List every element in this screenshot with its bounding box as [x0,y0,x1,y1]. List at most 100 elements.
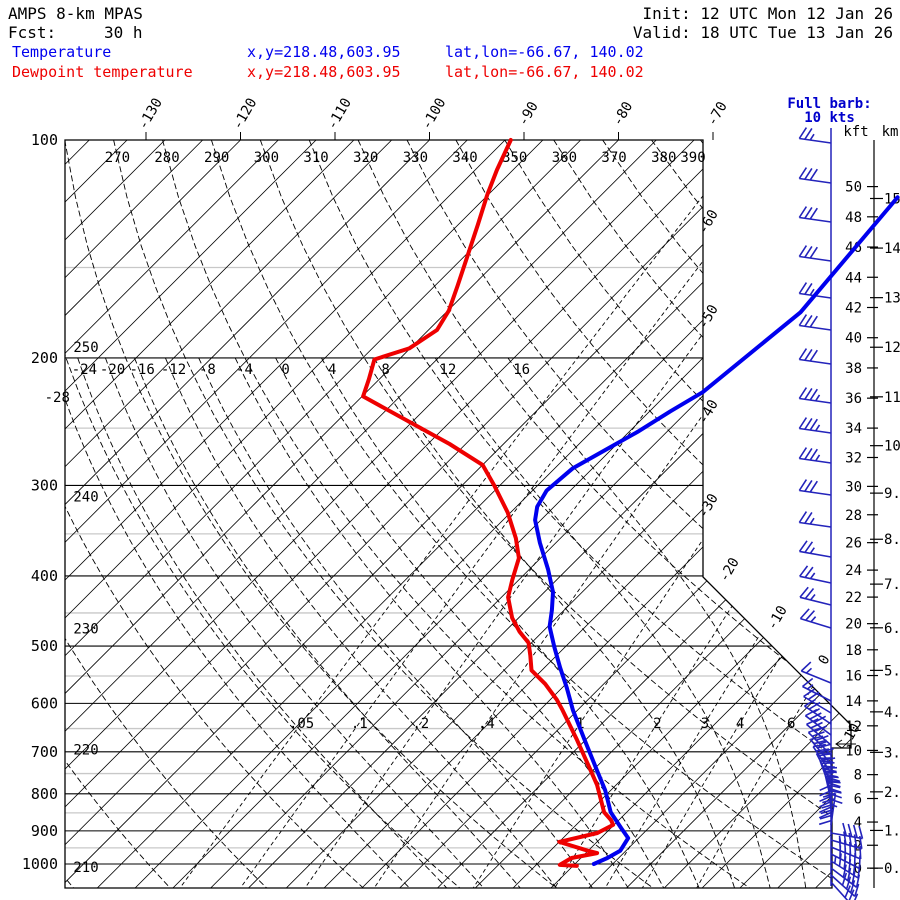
svg-text:-40: -40 [695,397,722,427]
svg-text:330: 330 [403,150,428,166]
svg-text:8: 8 [854,768,862,784]
svg-text:42: 42 [845,300,862,316]
svg-text:14: 14 [845,694,862,710]
temperature-grid-xy: x,y=218.48,603.95 [247,43,401,61]
svg-text:0.: 0. [884,861,900,877]
mixing-ratio-lines [179,140,851,888]
svg-text:10: 10 [841,721,863,744]
fcst-label: Fcst: [8,23,57,42]
svg-text:50: 50 [845,180,862,196]
temperature-curve [533,195,900,866]
svg-text:40: 40 [845,331,862,347]
wind-barbs [798,127,864,900]
svg-text:4: 4 [854,815,862,831]
svg-text:4: 4 [328,362,336,378]
svg-text:7.: 7. [884,577,900,593]
svg-text:10: 10 [845,743,862,759]
model-title: AMPS 8-km MPAS [8,4,143,23]
svg-text:km: km [882,124,899,140]
svg-text:32: 32 [845,450,862,466]
svg-text:4.: 4. [884,705,900,721]
svg-text:-90: -90 [515,99,542,129]
svg-text:250: 250 [73,340,98,356]
svg-text:230: 230 [73,622,98,638]
svg-text:.2: .2 [412,716,429,732]
svg-text:700: 700 [31,743,58,761]
dewpoint-grid-xy: x,y=218.48,603.95 [247,63,401,81]
svg-text:12.: 12. [884,340,900,356]
svg-text:3: 3 [701,716,709,732]
svg-text:240: 240 [73,490,98,506]
dewpoint-latlon: lat,lon=-66.67, 140.02 [445,63,644,81]
svg-text:1.: 1. [884,823,900,839]
dewpoint-curve [361,138,616,868]
svg-text:350: 350 [502,150,527,166]
init-time: Init: 12 UTC Mon 12 Jan 26 [642,4,893,23]
height-axis: kft km02468101214161820222426283032343638… [843,124,900,888]
svg-text:9.: 9. [884,486,900,502]
svg-text:4: 4 [736,716,744,732]
svg-text:16: 16 [513,362,530,378]
svg-text:14.: 14. [884,241,900,257]
svg-text:340: 340 [452,150,477,166]
svg-text:3.: 3. [884,745,900,761]
temperature-latlon: lat,lon=-66.67, 140.02 [445,43,644,61]
svg-text:-110: -110 [324,95,355,132]
svg-text:24: 24 [845,563,862,579]
svg-text:48: 48 [845,210,862,226]
svg-text:22: 22 [845,590,862,606]
svg-text:2: 2 [653,716,661,732]
svg-text:0: 0 [854,861,862,877]
barb-legend-line1: Full barb: [787,96,872,112]
svg-text:-20: -20 [716,555,743,585]
svg-text:-60: -60 [695,207,722,237]
svg-text:0: 0 [281,362,289,378]
svg-text:210: 210 [73,860,98,876]
svg-text:900: 900 [31,822,58,840]
svg-text:220: 220 [73,743,98,759]
valid-time: Valid: 18 UTC Tue 13 Jan 26 [632,23,893,42]
svg-text:-8: -8 [199,362,216,378]
svg-text:5.: 5. [884,663,900,679]
svg-text:.4: .4 [478,716,495,732]
svg-text:290: 290 [204,150,229,166]
svg-text:-80: -80 [610,99,637,129]
plot-frame [64,139,856,889]
svg-text:.05: .05 [289,716,314,732]
svg-text:30: 30 [845,479,862,495]
wind-barb-legend: Full barb: 10 kts [762,97,897,125]
svg-text:kft: kft [843,124,868,140]
svg-text:-12: -12 [161,362,186,378]
temperature-legend-label: Temperature [12,43,112,61]
svg-text:12: 12 [439,362,456,378]
svg-text:320: 320 [353,150,378,166]
svg-text:13.: 13. [884,291,900,307]
svg-text:100: 100 [31,131,58,149]
svg-text:300: 300 [31,476,58,494]
svg-text:20: 20 [845,617,862,633]
svg-text:15.: 15. [884,191,900,207]
svg-text:400: 400 [31,567,58,585]
svg-text:28: 28 [845,508,862,524]
svg-text:26: 26 [845,536,862,552]
svg-text:280: 280 [154,150,179,166]
svg-text:18: 18 [845,643,862,659]
svg-text:800: 800 [31,785,58,803]
svg-text:-100: -100 [419,95,450,132]
svg-text:11.: 11. [884,390,900,406]
svg-text:44: 44 [845,270,862,286]
svg-text:270: 270 [105,150,130,166]
svg-text:36: 36 [845,391,862,407]
svg-text:.1: .1 [351,716,368,732]
svg-text:-50: -50 [695,302,722,332]
svg-text:390: 390 [680,150,705,166]
svg-text:-10: -10 [764,603,791,633]
svg-text:8: 8 [381,362,389,378]
svg-text:38: 38 [845,361,862,377]
svg-text:-120: -120 [230,95,261,132]
svg-text:6: 6 [854,792,862,808]
plot-gridlines [65,140,851,888]
svg-text:-28: -28 [45,390,70,406]
svg-text:370: 370 [601,150,626,166]
